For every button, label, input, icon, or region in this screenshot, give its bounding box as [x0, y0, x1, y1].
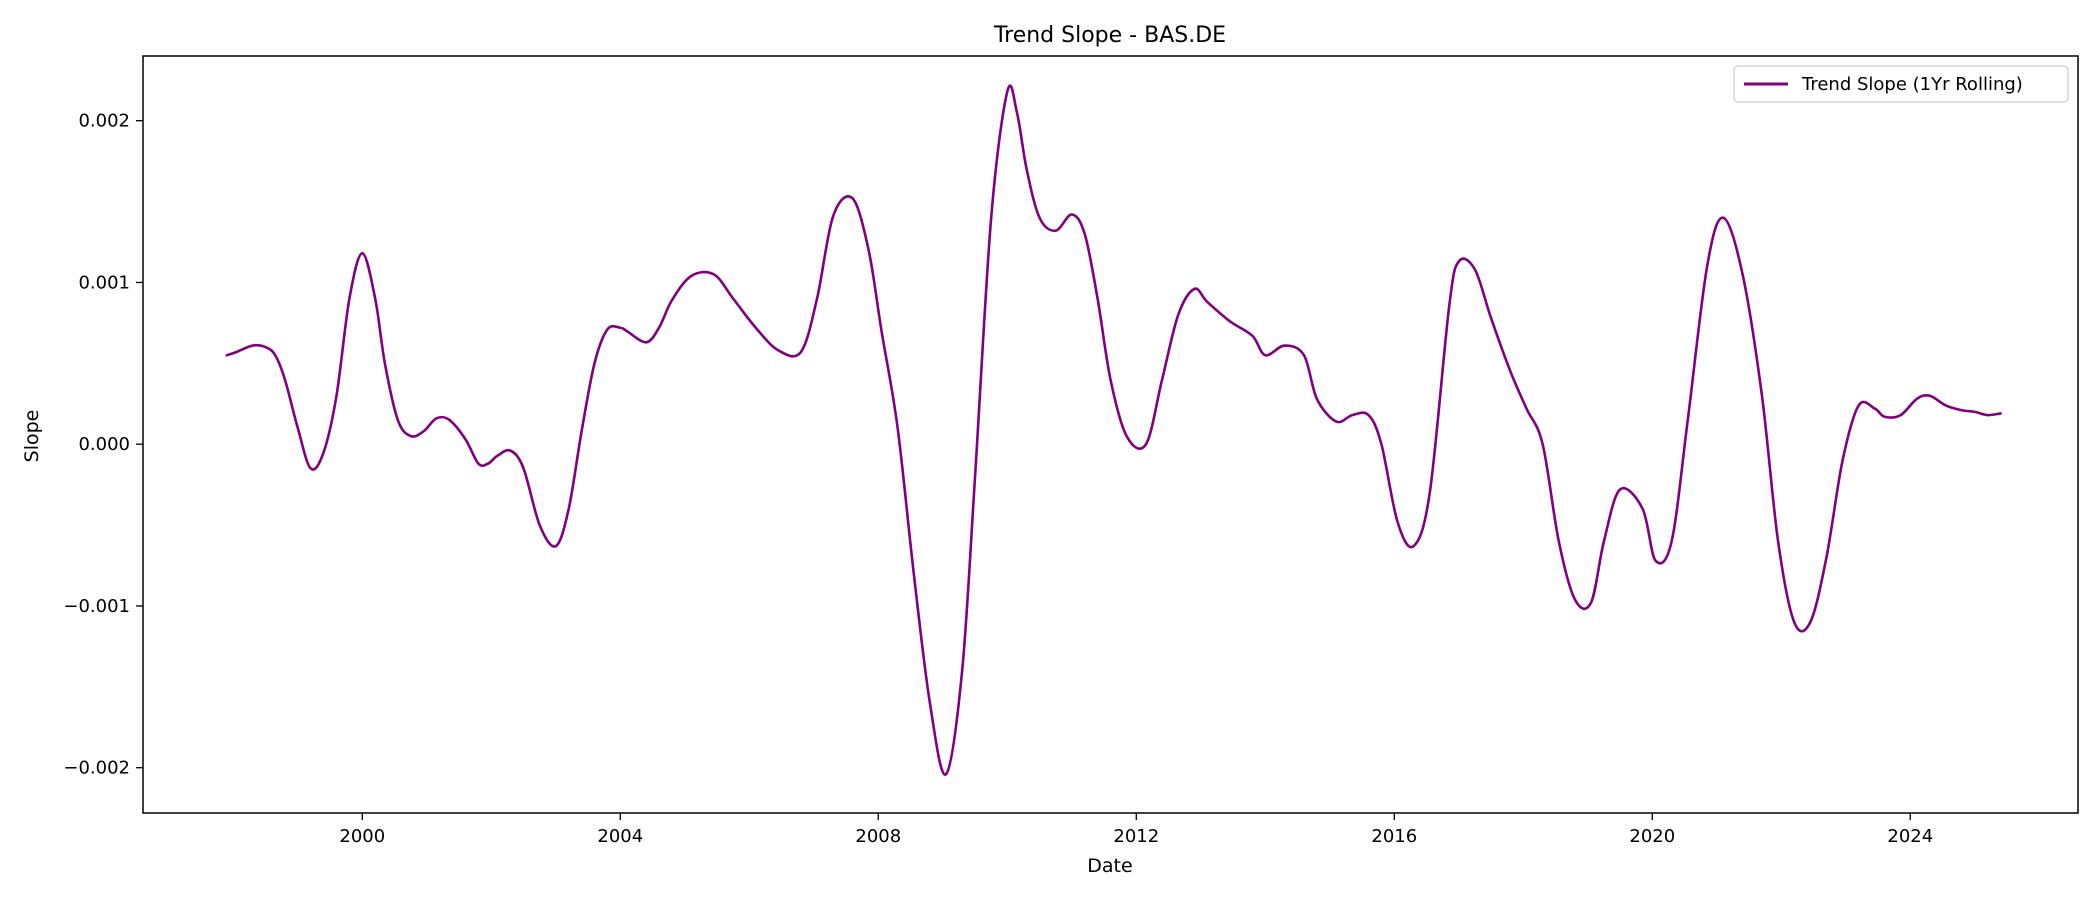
y-tick-label: 0.000 — [78, 434, 130, 455]
x-tick-label: 2012 — [1113, 826, 1159, 847]
series-line — [225, 84, 2002, 776]
x-axis-label: Date — [1087, 855, 1132, 877]
legend: Trend Slope (1Yr Rolling) — [1733, 65, 2069, 103]
x-tick-label: 2016 — [1371, 826, 1417, 847]
x-tick-label: 2020 — [1629, 826, 1675, 847]
x-tick-label: 2004 — [597, 826, 643, 847]
y-tick-label: −0.001 — [63, 596, 130, 617]
legend-box — [1733, 65, 2069, 103]
legend-label: Trend Slope (1Yr Rolling) — [1801, 74, 2023, 95]
y-tick-label: 0.002 — [78, 111, 130, 132]
x-axis: 2000 2004 2008 2012 2016 2020 2024 — [339, 813, 1933, 847]
x-tick-label: 2008 — [855, 826, 901, 847]
chart-title: Trend Slope - BAS.DE — [993, 23, 1226, 48]
y-tick-label: −0.002 — [63, 758, 130, 779]
y-tick-label: 0.001 — [78, 272, 130, 293]
y-axis: −0.002 −0.001 0.000 0.001 0.002 — [63, 111, 143, 779]
plot-frame — [142, 55, 2079, 814]
x-tick-label: 2024 — [1887, 826, 1933, 847]
y-axis-label: Slope — [21, 410, 43, 463]
plot-area — [225, 84, 2002, 776]
x-tick-label: 2000 — [339, 826, 385, 847]
